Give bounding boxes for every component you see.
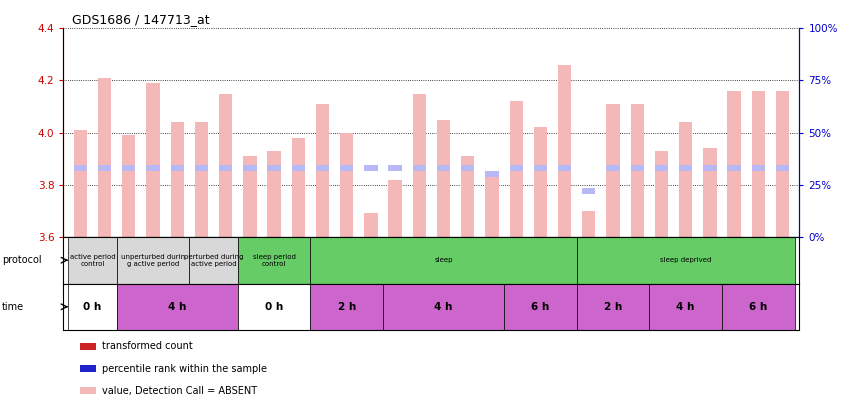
Text: protocol: protocol <box>2 255 41 265</box>
Text: active period
control: active period control <box>69 254 115 267</box>
Text: 0 h: 0 h <box>265 302 283 312</box>
Bar <box>195 122 208 237</box>
Bar <box>577 237 794 284</box>
Bar <box>238 284 310 330</box>
Bar <box>486 171 498 177</box>
Bar <box>679 165 692 171</box>
Bar <box>267 165 281 171</box>
Bar <box>461 156 475 237</box>
Text: sleep period
control: sleep period control <box>253 254 295 267</box>
Text: 4 h: 4 h <box>168 302 186 312</box>
Text: 2 h: 2 h <box>604 302 622 312</box>
Bar <box>122 135 135 237</box>
Bar <box>728 91 741 237</box>
Bar <box>316 104 329 237</box>
Bar <box>238 237 310 284</box>
Bar <box>74 165 87 171</box>
Bar <box>461 165 475 171</box>
Bar <box>534 128 547 237</box>
Bar <box>558 65 571 237</box>
Bar <box>504 284 577 330</box>
Bar <box>655 165 668 171</box>
Text: 4 h: 4 h <box>434 302 453 312</box>
Bar <box>607 104 620 237</box>
Text: 0 h: 0 h <box>84 302 102 312</box>
Bar <box>607 165 620 171</box>
Bar <box>74 130 87 237</box>
Bar <box>630 165 644 171</box>
Bar <box>310 237 577 284</box>
Bar <box>171 122 184 237</box>
Bar <box>577 284 650 330</box>
Bar <box>413 165 426 171</box>
Bar <box>122 165 135 171</box>
Bar <box>117 284 238 330</box>
Bar <box>98 78 112 237</box>
Bar <box>292 165 305 171</box>
Bar <box>650 284 722 330</box>
Text: unperturbed durin
g active period: unperturbed durin g active period <box>121 254 185 267</box>
Bar <box>534 165 547 171</box>
Text: value, Detection Call = ABSENT: value, Detection Call = ABSENT <box>102 386 257 396</box>
Bar <box>728 165 741 171</box>
Bar <box>190 237 238 284</box>
Bar <box>365 213 377 237</box>
Bar <box>69 284 117 330</box>
Bar <box>582 211 596 237</box>
Bar <box>486 174 498 237</box>
Text: GDS1686 / 147713_at: GDS1686 / 147713_at <box>72 13 210 26</box>
Bar <box>509 165 523 171</box>
Bar <box>195 165 208 171</box>
Bar <box>388 179 402 237</box>
Bar <box>365 165 377 171</box>
Bar <box>310 284 383 330</box>
Bar <box>243 165 256 171</box>
Bar <box>437 119 450 237</box>
Text: 6 h: 6 h <box>750 302 767 312</box>
Bar <box>437 165 450 171</box>
Text: 4 h: 4 h <box>677 302 695 312</box>
Bar <box>383 284 504 330</box>
Bar <box>582 188 596 194</box>
Text: 2 h: 2 h <box>338 302 356 312</box>
Bar <box>509 101 523 237</box>
Bar <box>776 91 789 237</box>
Bar <box>340 165 354 171</box>
Text: sleep: sleep <box>434 257 453 263</box>
Text: perturbed during
active period: perturbed during active period <box>184 254 244 267</box>
Bar <box>267 151 281 237</box>
Bar <box>703 165 717 171</box>
Bar <box>219 165 233 171</box>
Bar <box>413 94 426 237</box>
Bar <box>751 91 765 237</box>
Bar <box>117 237 190 284</box>
Bar <box>171 165 184 171</box>
Text: 6 h: 6 h <box>531 302 550 312</box>
Text: sleep deprived: sleep deprived <box>660 257 711 263</box>
Bar <box>655 151 668 237</box>
Bar <box>292 138 305 237</box>
Bar <box>388 165 402 171</box>
Bar <box>316 165 329 171</box>
Bar <box>98 165 112 171</box>
Bar <box>703 148 717 237</box>
Bar <box>146 83 160 237</box>
Bar <box>776 165 789 171</box>
Bar <box>243 156 256 237</box>
Bar <box>722 284 794 330</box>
Bar <box>751 165 765 171</box>
Bar <box>679 122 692 237</box>
Bar <box>340 132 354 237</box>
Bar <box>146 165 160 171</box>
Bar <box>558 165 571 171</box>
Bar <box>219 94 233 237</box>
Text: percentile rank within the sample: percentile rank within the sample <box>102 364 267 373</box>
Bar <box>630 104 644 237</box>
Bar <box>69 237 117 284</box>
Text: time: time <box>2 302 24 312</box>
Text: transformed count: transformed count <box>102 341 193 351</box>
